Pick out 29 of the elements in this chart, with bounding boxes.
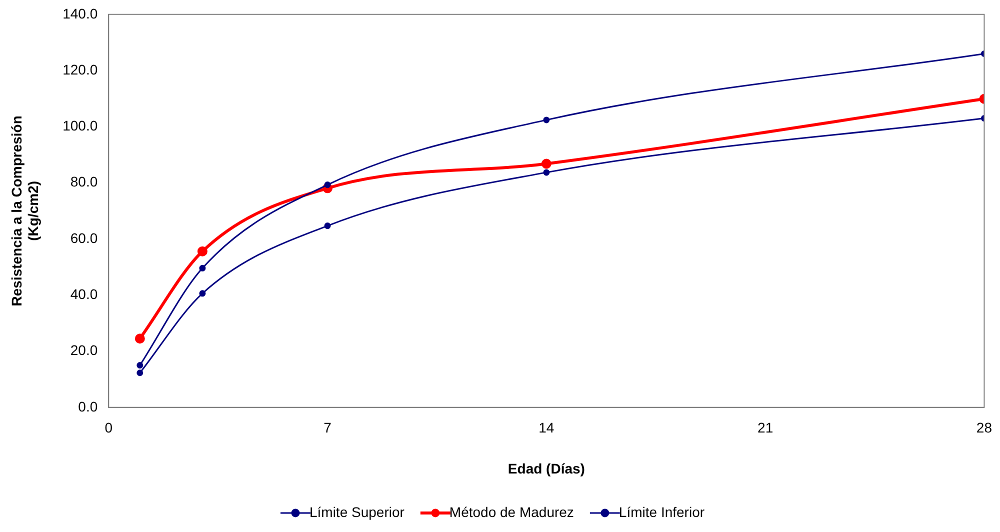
point (134, 334, 145, 344)
y-tick-label: 120.0 (62, 61, 98, 78)
y-tick-label: 60.0 (70, 230, 98, 246)
x-tick-label: 14 (538, 420, 554, 436)
point (541, 158, 552, 169)
point (543, 116, 550, 124)
x-tick-label: 21 (758, 420, 774, 436)
legend-label: Método de Madurez (449, 504, 574, 520)
y-tick-label: 80.0 (70, 174, 98, 190)
point (199, 264, 206, 272)
point (197, 246, 208, 256)
x-tick-label: 0 (104, 420, 113, 436)
x-axis-title: Edad (Días) (508, 460, 585, 476)
y-tick-label: 20.0 (70, 342, 98, 358)
point (324, 182, 331, 188)
x-tick-label: 28 (976, 420, 992, 436)
y-tick-label: 0.0 (78, 398, 98, 414)
point (543, 169, 550, 176)
x-tick-label: 7 (324, 420, 332, 436)
legend-label: Límite Inferior (618, 504, 705, 520)
point (199, 290, 206, 297)
point (324, 222, 331, 230)
legend-label: Límite Superior (309, 504, 405, 520)
y-tick-label: 40.0 (70, 286, 98, 302)
point (136, 370, 144, 376)
y-tick-label: 140.0 (62, 5, 98, 22)
y-axis-title: Resistencia a la Compresión (Kg/cm2) (8, 116, 42, 306)
point (136, 362, 144, 369)
y-tick-label: 100.0 (62, 118, 98, 134)
